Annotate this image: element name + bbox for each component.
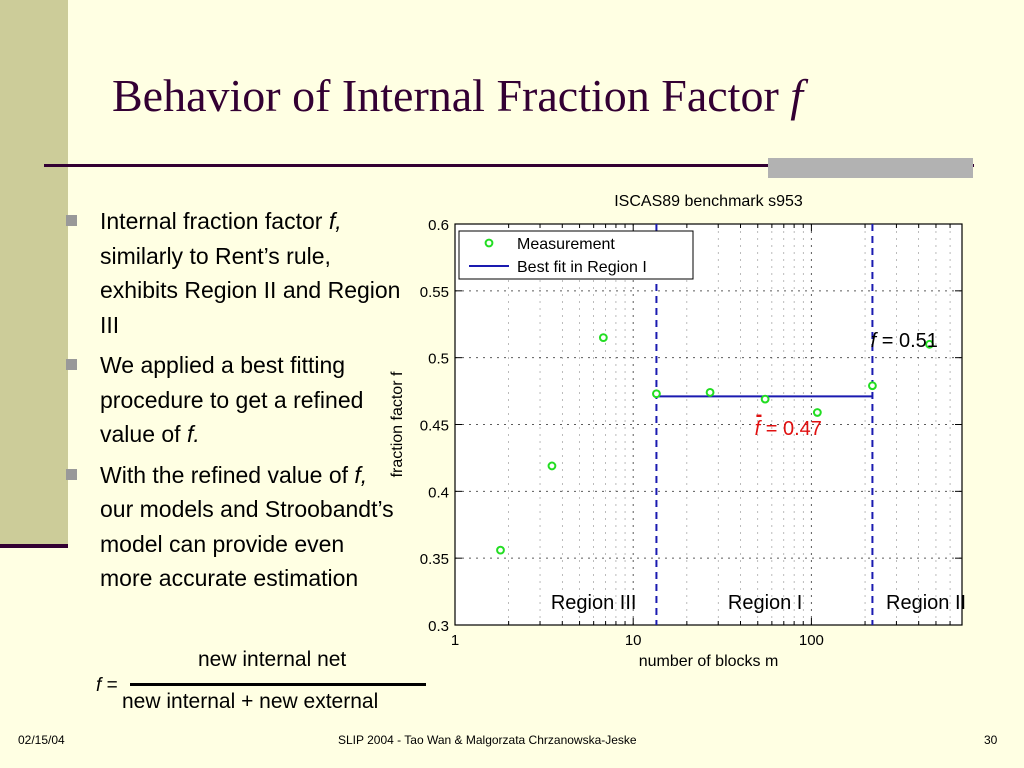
formula-fraction-bar xyxy=(130,683,426,686)
measurement-point xyxy=(652,389,661,399)
plot-frame xyxy=(454,223,963,626)
bullet-text: Internal fraction factor xyxy=(100,208,329,234)
footer-credit: SLIP 2004 - Tao Wan & Malgorzata Chrzano… xyxy=(338,733,637,747)
y-tick-label: 0.35 xyxy=(420,551,449,568)
annotation-value: = 0.47 xyxy=(760,418,822,440)
y-tick-label: 0.4 xyxy=(428,484,449,501)
formula-variable: f xyxy=(96,675,102,696)
measurement-point xyxy=(705,388,715,397)
measurement-point xyxy=(598,333,608,343)
bullet-variable: f. xyxy=(186,421,200,447)
y-tick-label: 0.45 xyxy=(420,418,449,435)
formula-equals: = xyxy=(106,675,118,696)
formula-numerator: new internal net xyxy=(198,648,347,671)
region-label: Region II xyxy=(886,592,966,614)
legend-box xyxy=(458,230,694,280)
square-bullet-icon xyxy=(66,215,77,226)
x-tick-label: 1 xyxy=(451,632,459,649)
slide-title-text: Behavior of Internal Fraction Factor xyxy=(112,70,779,121)
bullet-item: With the refined value of f, our models … xyxy=(62,458,402,596)
title-accent-bar xyxy=(768,158,973,178)
slide-title: Behavior of Internal Fraction Factor f xyxy=(112,66,803,126)
title-underline xyxy=(44,164,974,167)
side-rule xyxy=(0,544,68,548)
legend-label: Best fit in Region I xyxy=(517,259,647,276)
x-tick-label: 10 xyxy=(625,632,642,649)
bullet-text: our models and Stroobandt’s model can pr… xyxy=(100,496,394,591)
y-tick-label: 0.55 xyxy=(420,284,449,301)
y-axis-label: fraction factor f xyxy=(389,371,406,477)
value-annotation: f = 0.51 xyxy=(871,330,938,352)
x-tick-label: 100 xyxy=(799,632,824,649)
formula-denominator: new internal + new external xyxy=(122,690,379,713)
y-tick-label: 0.6 xyxy=(428,217,449,234)
bullet-text: We applied a best fitting procedure to g… xyxy=(100,352,364,447)
square-bullet-icon xyxy=(66,468,77,480)
measurement-point xyxy=(547,461,557,471)
slide-title-variable: f xyxy=(790,70,804,121)
bullet-list: Internal fraction factor f, similarly to… xyxy=(62,204,402,602)
bullet-item: Internal fraction factor f, similarly to… xyxy=(62,204,402,342)
annotation-value: = 0.51 xyxy=(876,330,938,352)
legend-label: Measurement xyxy=(517,236,615,253)
annotation-variable: f xyxy=(871,330,879,352)
bullet-text: With the refined value of xyxy=(100,461,355,488)
measurement-point xyxy=(868,381,877,391)
legend-marker-measurement xyxy=(484,238,494,248)
footer-date: 02/15/04 xyxy=(18,733,65,747)
formula-lhs: f = xyxy=(96,675,118,697)
bullet-variable: f, xyxy=(328,208,342,234)
measurement-point xyxy=(812,408,822,417)
scatter-chart: 0.3 0.35 0.4 0.45 0.5 0.55 0.6 1 10 100 ISCAS89 be… xyxy=(389,193,966,670)
chart-title: ISCAS89 benchmark s953 xyxy=(614,193,803,210)
region-label: Region III xyxy=(551,592,637,614)
bullet-variable: f, xyxy=(354,461,368,488)
y-tick-label: 0.5 xyxy=(428,351,449,368)
x-axis-label: number of blocks m xyxy=(639,653,779,670)
annotation-bar: - xyxy=(756,404,763,426)
measurement-point xyxy=(496,545,505,555)
square-bullet-icon xyxy=(66,359,77,370)
measurement-point xyxy=(760,394,770,404)
bullet-item: We applied a best fitting procedure to g… xyxy=(62,348,402,452)
slide-number: 30 xyxy=(984,733,998,747)
region-label: Region I xyxy=(728,592,803,614)
side-band xyxy=(0,0,68,548)
value-annotation: f = 0.47 xyxy=(755,418,822,440)
measurement-point xyxy=(925,339,934,349)
y-tick-label: 0.3 xyxy=(428,618,449,635)
bullet-text: similarly to Rent’s rule, exhibits Regio… xyxy=(100,242,401,338)
annotation-variable: f xyxy=(755,418,763,440)
